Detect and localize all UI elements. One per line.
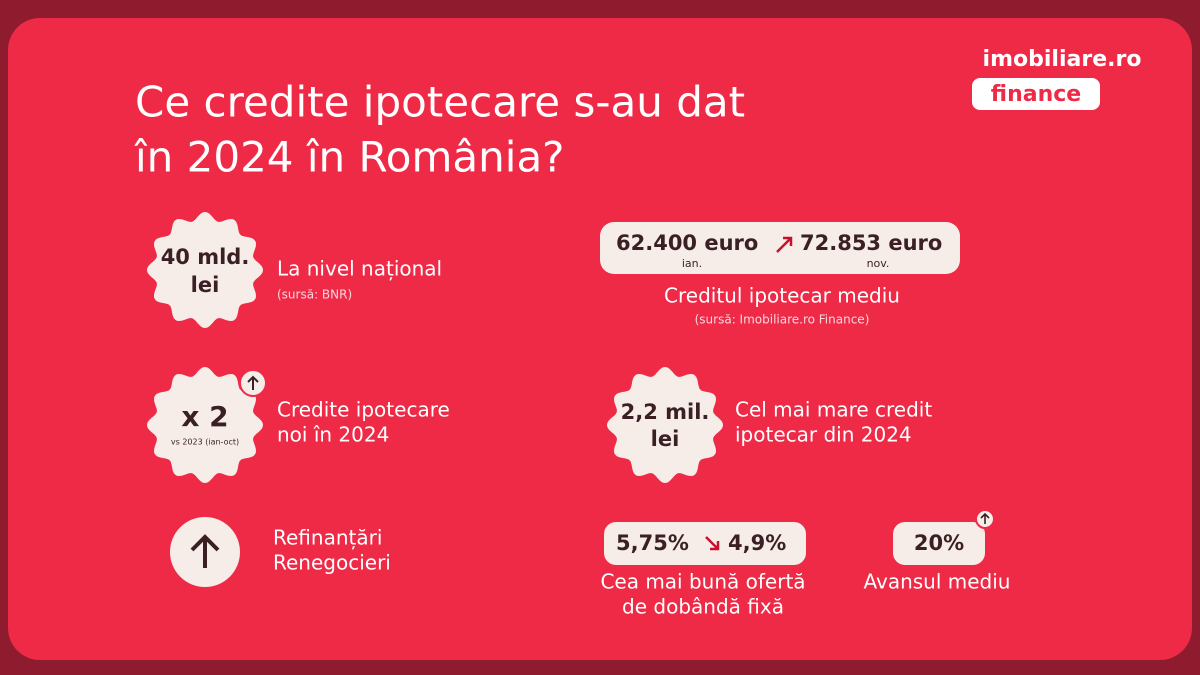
title-line: Ce credite ipotecare s-au dat [135, 78, 745, 127]
badge-text: x 2 [181, 400, 228, 433]
label: Avansul mediu [863, 570, 1010, 594]
label: noi în 2024 [277, 423, 389, 447]
label: de dobândă fixă [622, 595, 784, 619]
badge [607, 367, 723, 483]
label: Refinanțări [273, 526, 382, 550]
from-note: ian. [682, 257, 702, 270]
label: ipotecar din 2024 [735, 423, 912, 447]
up-arrow [980, 512, 990, 524]
title-line: în 2024 în România? [134, 133, 564, 182]
badge-note: vs 2023 (ian-oct) [171, 438, 239, 447]
to-value: 72.853 euro [800, 231, 942, 255]
card [8, 18, 1192, 660]
label: Cel mai mare credit [735, 398, 932, 422]
label: Creditul ipotecar mediu [664, 284, 900, 308]
badge-text: lei [191, 273, 220, 297]
label: Credite ipotecare [277, 398, 450, 422]
to-value: 4,9% [728, 531, 786, 555]
badge-text: 40 mld. [161, 245, 250, 269]
badge-text: 2,2 mil. [621, 400, 710, 424]
label: Renegocieri [273, 551, 391, 575]
label: La nivel național [277, 257, 442, 281]
logo-box [972, 78, 1100, 110]
logo-product: finance [991, 82, 1081, 107]
arrow-up [776, 236, 793, 253]
label: Cea mai bună ofertă [600, 570, 805, 594]
from-value: 62.400 euro [616, 231, 758, 255]
arrow-down [705, 536, 720, 551]
source: (sursă: BNR) [277, 288, 352, 302]
up-arrow [247, 375, 259, 390]
source: (sursă: Imobiliare.ro Finance) [695, 313, 870, 327]
badge [147, 212, 263, 328]
from-value: 5,75% [616, 531, 689, 555]
value: 20% [914, 531, 964, 555]
pill [893, 522, 985, 565]
badge-text: lei [651, 427, 680, 451]
logo-brand: imobiliare.ro [983, 47, 1142, 72]
to-note: nov. [867, 257, 890, 270]
pill [604, 522, 806, 565]
up-arrow [190, 534, 220, 568]
badge [147, 367, 263, 483]
